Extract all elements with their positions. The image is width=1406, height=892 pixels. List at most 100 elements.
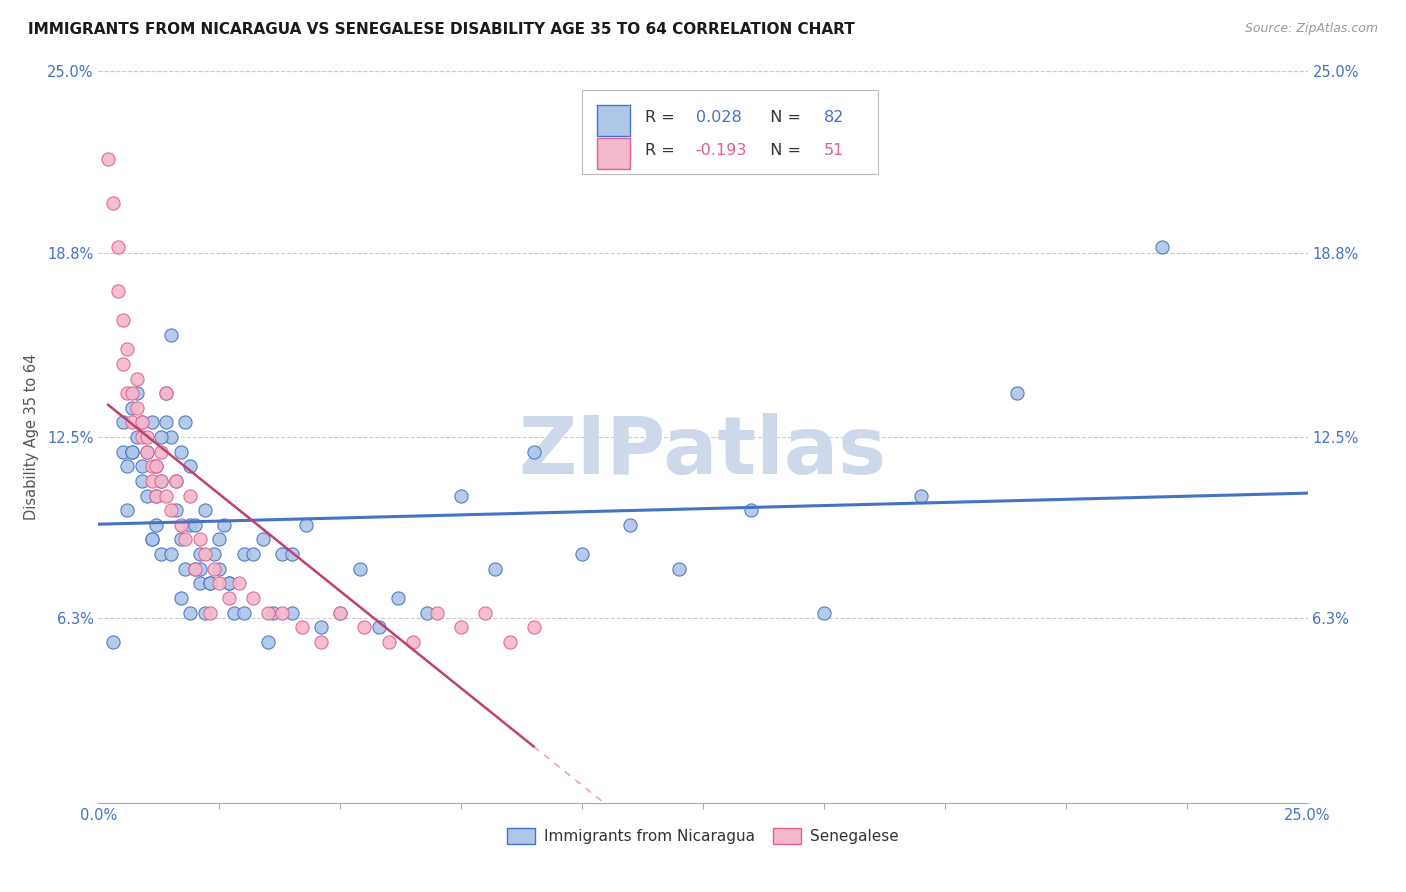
Point <box>1007 386 1029 401</box>
Point <box>179 489 201 503</box>
Point <box>97 152 120 166</box>
Point <box>188 533 211 547</box>
Point <box>309 635 332 649</box>
Point <box>165 474 187 488</box>
Point <box>111 444 134 458</box>
Point <box>169 517 191 532</box>
Point <box>141 533 163 547</box>
Point <box>145 489 167 503</box>
Point <box>256 635 278 649</box>
Point <box>101 196 124 211</box>
Point <box>127 386 149 401</box>
Point <box>218 576 240 591</box>
Point <box>208 562 231 576</box>
Point <box>184 562 207 576</box>
Point <box>131 430 153 444</box>
Point <box>242 591 264 605</box>
Point <box>117 386 139 401</box>
Point <box>101 635 124 649</box>
Point <box>198 576 221 591</box>
Point <box>135 430 157 444</box>
Point <box>174 562 197 576</box>
Point <box>426 606 449 620</box>
Point <box>184 517 207 532</box>
Point <box>498 635 520 649</box>
Point <box>1152 240 1174 254</box>
Text: 0.028: 0.028 <box>696 110 741 125</box>
Point <box>198 606 221 620</box>
Point <box>222 606 245 620</box>
Point <box>740 503 762 517</box>
Point <box>107 240 129 254</box>
Bar <box>596 105 630 136</box>
Point <box>228 576 250 591</box>
Point <box>150 474 173 488</box>
Point <box>450 489 472 503</box>
Point <box>131 459 153 474</box>
Point <box>150 444 173 458</box>
Point <box>329 606 352 620</box>
Point <box>484 562 506 576</box>
Point <box>111 313 134 327</box>
Point <box>813 606 835 620</box>
Point <box>169 444 191 458</box>
Text: N =: N = <box>759 143 806 158</box>
Text: R =: R = <box>645 143 681 158</box>
Point <box>208 533 231 547</box>
Point <box>204 547 226 561</box>
Point <box>155 386 177 401</box>
Point <box>188 547 211 561</box>
Point <box>910 489 932 503</box>
Point <box>212 517 235 532</box>
Point <box>165 474 187 488</box>
Point <box>281 606 304 620</box>
Point <box>160 430 183 444</box>
Point <box>256 606 278 620</box>
FancyBboxPatch shape <box>582 90 879 174</box>
Text: 51: 51 <box>824 143 844 158</box>
Point <box>155 386 177 401</box>
Point <box>145 489 167 503</box>
Point <box>155 489 177 503</box>
Text: ZIPatlas: ZIPatlas <box>519 413 887 491</box>
Point <box>353 620 375 634</box>
Point <box>150 430 173 444</box>
Text: Source: ZipAtlas.com: Source: ZipAtlas.com <box>1244 22 1378 36</box>
Point <box>117 343 139 357</box>
Point <box>571 547 593 561</box>
Point <box>198 576 221 591</box>
Point <box>194 547 217 561</box>
Point <box>121 416 143 430</box>
Point <box>309 620 332 634</box>
Point <box>127 401 149 415</box>
Point <box>127 430 149 444</box>
Text: -0.193: -0.193 <box>696 143 747 158</box>
Point <box>107 284 129 298</box>
Legend: Immigrants from Nicaragua, Senegalese: Immigrants from Nicaragua, Senegalese <box>501 822 905 850</box>
Point <box>145 459 167 474</box>
Point <box>165 503 187 517</box>
Point <box>368 620 391 634</box>
Point <box>131 416 153 430</box>
Point <box>523 444 546 458</box>
Point <box>160 327 183 342</box>
Point <box>174 416 197 430</box>
Point <box>179 606 201 620</box>
Point <box>155 416 177 430</box>
Point <box>188 562 211 576</box>
Point <box>169 533 191 547</box>
Point <box>252 533 274 547</box>
Point <box>135 444 157 458</box>
Text: R =: R = <box>645 110 681 125</box>
Y-axis label: Disability Age 35 to 64: Disability Age 35 to 64 <box>24 354 39 520</box>
Point <box>271 606 294 620</box>
Point <box>416 606 439 620</box>
Point <box>127 371 149 385</box>
Point <box>232 547 254 561</box>
Point <box>523 620 546 634</box>
Point <box>150 474 173 488</box>
Point <box>271 547 294 561</box>
Point <box>150 547 173 561</box>
Point <box>218 591 240 605</box>
Text: IMMIGRANTS FROM NICARAGUA VS SENEGALESE DISABILITY AGE 35 TO 64 CORRELATION CHAR: IMMIGRANTS FROM NICARAGUA VS SENEGALESE … <box>28 22 855 37</box>
